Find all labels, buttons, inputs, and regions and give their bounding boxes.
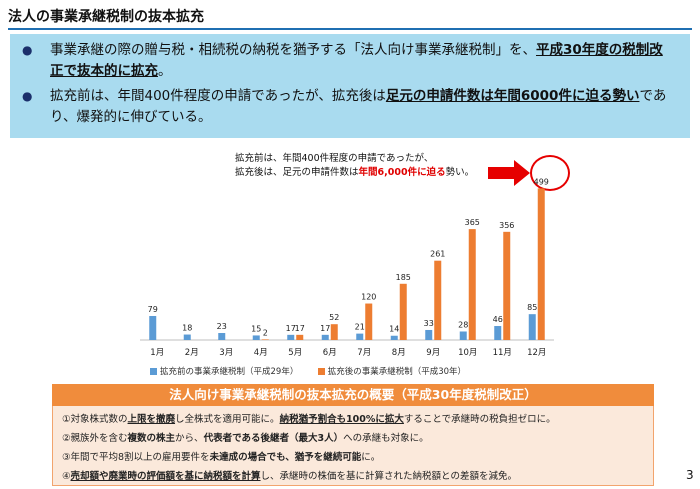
callout-line-2-emphasis: 年間6,000件に迫る [358,167,446,178]
summary-line-3: ③年間で平均8割以上の雇用要件を未達成の場合でも、猶予を継続可能に。 [62,452,381,463]
chart-callout: 拡充前は、年間400件程度の申請であったが、 拡充後は、足元の申請件数は年間6,… [235,152,474,180]
data-label-before-3: 23 [217,322,227,331]
bullet-2-emphasis: 足元の申請件数は年間6000件に迫る勢い [385,88,640,104]
data-label-before-8: 14 [389,325,399,334]
bar-before-6 [321,334,329,340]
legend-label-before: 拡充前の事業承継税制（平成29年） [160,367,299,377]
data-label-after-10: 365 [465,218,480,227]
data-label-before-4: 15 [251,324,261,333]
bar-after-11 [503,231,511,340]
data-label-before-6: 17 [320,324,330,333]
x-tick-label-10: 10月 [458,348,477,358]
callout-line-1: 拡充前は、年間400件程度の申請であったが、 [235,153,434,164]
data-label-before-9: 33 [424,319,434,328]
summary-bullets-box [10,34,690,138]
x-tick-label-5: 5月 [288,348,302,358]
legend-label-after: 拡充後の事業承継税制（平成30年） [327,367,467,377]
bar-before-1 [149,315,157,340]
bullet-2-text: 拡充前は、年間400件程度の申請であったが、拡充後は [50,88,386,104]
summary-line-1: ①対象株式数の上限を撤廃し全株式を適用可能に。納税猶予割合も100%に拡大するこ… [62,414,556,425]
x-tick-label-4: 4月 [254,348,268,358]
data-label-before-12: 85 [527,303,537,312]
data-label-after-11: 356 [499,221,514,230]
red-arrow-icon [488,160,530,186]
x-tick-label-12: 12月 [527,348,546,358]
page-title: 法人の事業承継税制の抜本拡充 [8,9,204,25]
bar-after-9 [434,260,442,340]
bullet-1-text: 事業承継の際の贈与税・相続税の納税を猶予する「法人向け事業承継税制」を、 [50,42,536,58]
title-underline [8,28,692,30]
x-tick-label-11: 11月 [493,348,512,358]
bar-after-4 [261,339,269,340]
bullet-dot-icon: ● [22,43,33,57]
bar-after-6 [330,324,338,340]
bar-after-8 [399,283,407,340]
data-label-after-7: 120 [361,293,376,302]
data-label-before-10: 28 [458,320,468,329]
bullet-2: ● 拡充前は、年間400件程度の申請であったが、拡充後は足元の申請件数は年間60… [22,86,672,128]
bullet-1: ● 事業承継の際の贈与税・相続税の納税を猶予する「法人向け事業承継税制」を、平成… [22,40,672,82]
x-tick-label-2: 2月 [185,348,199,358]
bar-before-8 [390,335,398,340]
summary-line-2: ②親族外を含む複数の株主から、代表者である後継者（最大3人）への承継も対象に。 [62,433,429,444]
data-label-before-2: 18 [182,324,192,333]
data-label-after-12: 499 [534,177,549,186]
callout-line-2-tail: 勢い。 [445,167,475,178]
callout-line-2-text: 拡充後は、足元の申請件数は [235,167,359,178]
bar-before-11 [494,326,502,340]
bar-after-12 [537,188,545,340]
highlight-circle [530,155,570,191]
legend-swatch-after [317,367,325,375]
bar-before-7 [356,333,364,340]
data-label-before-1: 79 [148,305,158,314]
callout-line-2: 拡充後は、足元の申請件数は年間6,000件に迫る勢い。 [235,166,474,180]
bullet-1-emphasis: 平成30年度の税制改正で抜本的に拡充 [50,42,663,79]
x-tick-label-6: 6月 [323,348,337,358]
bar-after-7 [365,303,373,340]
x-tick-label-9: 9月 [426,348,440,358]
bar-before-9 [425,329,433,340]
data-label-before-5: 17 [286,324,296,333]
summary-line-4: ④売却額や廃業時の評価額を基に納税額を計算し、承継時の株価を基に計算された納税額… [62,471,517,482]
bar-before-3 [218,333,226,340]
chart-legend: 拡充前の事業承継税制（平成29年） 拡充後の事業承継税制（平成30年） [150,365,466,377]
bar-before-4 [252,335,260,340]
bar-after-5 [296,334,304,340]
data-label-after-6: 52 [329,313,339,322]
x-tick-label-3: 3月 [219,348,233,358]
bullet-2-tail: であり、爆発的に伸びている。 [50,88,667,125]
data-label-after-9: 261 [430,250,445,259]
data-label-after-8: 185 [396,273,411,282]
summary-header: 法人向け事業承継税制の抜本拡充の概要（平成30年度税制改正） [52,384,654,406]
data-label-before-7: 21 [355,323,365,332]
bar-before-12 [528,314,536,340]
x-tick-label-8: 8月 [392,348,406,358]
bar-after-10 [468,229,476,340]
x-tick-label-1: 1月 [150,348,164,358]
bar-before-5 [287,334,295,340]
bullet-1-tail: 。 [158,63,172,79]
data-label-after-5: 17 [295,324,305,333]
data-label-after-4: 2 [263,328,268,337]
bar-before-2 [183,334,191,340]
x-tick-label-7: 7月 [357,348,371,358]
data-label-before-11: 46 [493,315,503,324]
bar-before-10 [459,331,467,340]
bullet-dot-icon: ● [22,89,33,103]
legend-swatch-before [150,367,157,375]
page-number: 3 [686,468,694,482]
